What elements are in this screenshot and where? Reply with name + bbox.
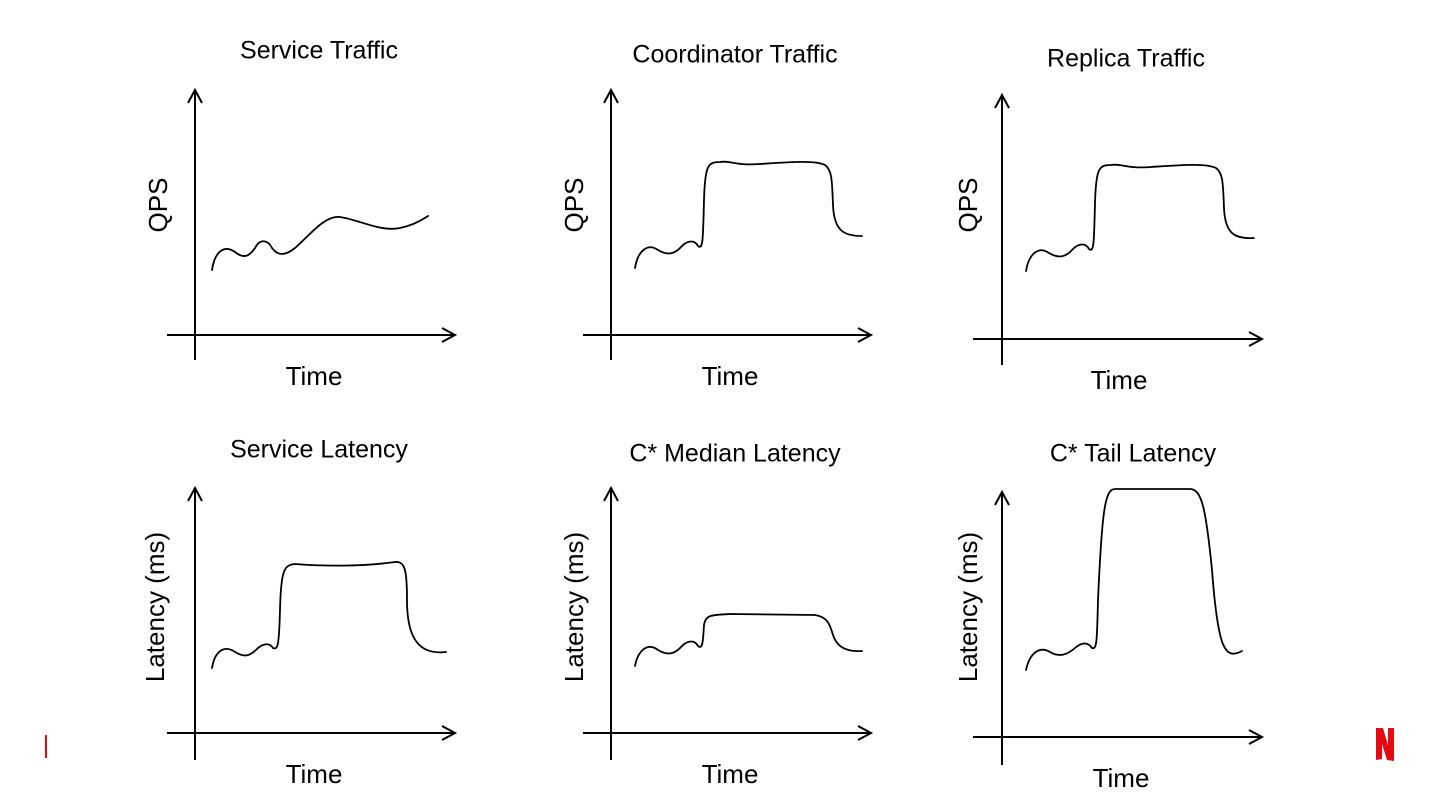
x-axis-label: Time [702, 361, 759, 391]
y-axis-label: QPS [953, 178, 983, 233]
panel: Service Traffic QPS Time [143, 37, 458, 391]
panel-title: C* Median Latency [629, 440, 841, 468]
panel: Replica Traffic QPS Time [953, 45, 1265, 395]
accent-bar [45, 735, 47, 758]
y-axis-label: QPS [143, 178, 173, 233]
panel: Coordinator Traffic QPS Time [559, 41, 874, 391]
curve [634, 160, 863, 269]
curve [211, 215, 429, 271]
x-axis-label: Time [1093, 763, 1150, 793]
panel-title: C* Tail Latency [1050, 440, 1217, 468]
x-axis-label: Time [1091, 365, 1148, 395]
x-axis-label: Time [286, 759, 343, 789]
panel-title: Service Latency [230, 436, 408, 464]
curve [1025, 488, 1243, 671]
x-axis-label: Time [286, 361, 343, 391]
y-axis-label: Latency (ms) [953, 532, 983, 682]
panel: C* Median Latency Latency (ms) Time [559, 440, 874, 789]
panel-title: Service Traffic [240, 37, 398, 65]
curve [634, 613, 863, 667]
y-axis-label: QPS [559, 178, 589, 233]
y-axis-label: Latency (ms) [559, 532, 589, 682]
curve [1025, 163, 1255, 272]
panel: C* Tail Latency Latency (ms) Time [953, 440, 1265, 793]
y-axis-label: Latency (ms) [140, 532, 170, 682]
panel: Service Latency Latency (ms) Time [140, 436, 458, 789]
x-axis-label: Time [702, 759, 759, 789]
panel-title: Coordinator Traffic [632, 41, 837, 69]
logo [1376, 728, 1394, 761]
curve [211, 561, 447, 669]
panel-title: Replica Traffic [1047, 45, 1205, 73]
